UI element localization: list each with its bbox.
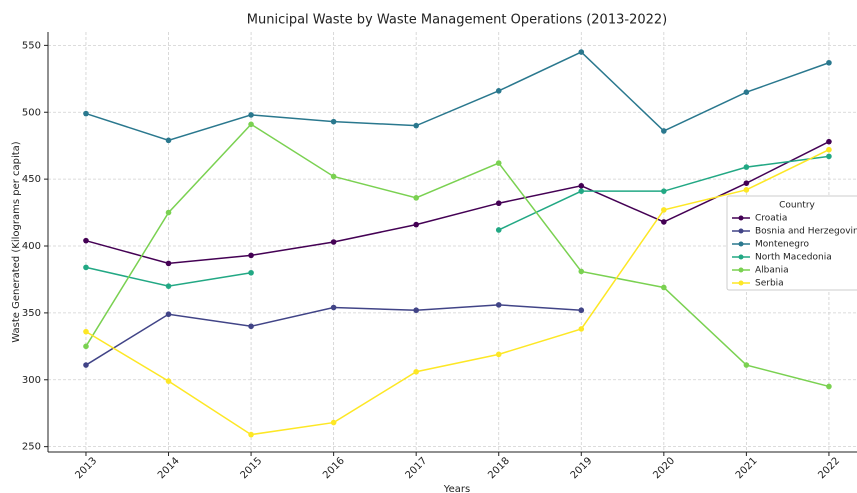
data-point	[165, 378, 172, 384]
legend-box	[726, 195, 857, 291]
series-line	[85, 141, 830, 265]
series-line	[85, 123, 830, 388]
data-point	[83, 362, 89, 368]
data-point	[330, 419, 337, 426]
data-point	[165, 137, 172, 144]
data-point	[413, 122, 419, 129]
data-point	[661, 284, 667, 291]
series-line	[85, 149, 830, 436]
legend-title: Country	[779, 201, 815, 211]
data-point	[826, 153, 832, 160]
data-point	[578, 307, 585, 314]
x-axis-label: Years	[443, 484, 470, 493]
data-point	[743, 362, 750, 368]
data-point	[413, 368, 419, 375]
data-point	[495, 200, 502, 207]
y-tick-label: 500	[22, 107, 41, 118]
data-point	[661, 128, 667, 134]
legend: Country Croatia Bosnia and Herzegovina Mont…	[726, 195, 857, 291]
data-point	[826, 383, 832, 390]
data-point	[248, 112, 254, 118]
data-point	[578, 49, 585, 55]
data-point	[248, 121, 254, 128]
data-point	[578, 268, 585, 275]
legend-label: Albania	[755, 266, 789, 276]
data-point	[826, 146, 832, 153]
data-point	[743, 89, 750, 95]
data-point	[661, 207, 667, 213]
y-tick-label: 450	[22, 174, 41, 185]
data-point	[495, 302, 502, 308]
legend-label: Montenegro	[755, 240, 809, 250]
legend-marker	[738, 267, 744, 273]
data-point	[578, 183, 585, 189]
data-point	[495, 227, 502, 233]
data-point	[83, 343, 89, 350]
data-point	[330, 239, 337, 245]
data-point	[83, 264, 89, 271]
data-point	[165, 209, 172, 216]
data-point	[330, 304, 337, 311]
data-point	[578, 188, 585, 194]
y-tick-label: 400	[22, 241, 41, 252]
series-line	[85, 51, 830, 142]
legend-marker	[738, 228, 744, 234]
data-point	[413, 221, 419, 228]
legend-marker	[738, 254, 744, 260]
y-tick-label: 250	[22, 442, 41, 453]
chart-title: Municipal Waste by Waste Management Oper…	[247, 13, 667, 28]
data-point	[248, 269, 254, 276]
data-point	[743, 180, 750, 186]
legend-label: Serbia	[755, 279, 784, 289]
data-point	[83, 328, 89, 335]
y-axis-label: Waste Generated (Kilograms per capita)	[11, 141, 22, 343]
data-point	[661, 219, 667, 225]
data-point	[578, 326, 585, 332]
data-point	[165, 311, 172, 318]
data-point	[413, 307, 419, 314]
data-point	[413, 195, 419, 201]
legend-label: North Macedonia	[755, 253, 832, 263]
data-point	[743, 164, 750, 170]
legend-marker	[738, 215, 744, 221]
data-point	[495, 160, 502, 166]
y-tick-label: 350	[22, 308, 41, 319]
data-point	[330, 118, 337, 125]
data-point	[495, 88, 502, 94]
data-point	[248, 431, 254, 438]
data-point	[661, 188, 667, 194]
data-point	[83, 110, 89, 117]
legend-label: Bosnia and Herzegovina	[755, 227, 857, 237]
data-point	[743, 187, 750, 193]
data-point	[248, 323, 254, 330]
legend-label: Croatia	[755, 214, 787, 224]
y-tick-label: 300	[22, 375, 41, 386]
data-point	[826, 138, 832, 145]
legend-marker	[738, 241, 744, 247]
data-point	[495, 351, 502, 358]
data-point	[83, 237, 89, 244]
y-tick-label: 550	[22, 40, 41, 51]
data-point	[165, 260, 172, 267]
legend-marker	[738, 280, 744, 286]
data-point	[826, 59, 832, 66]
data-point	[330, 173, 337, 180]
data-point	[248, 252, 254, 259]
data-point	[165, 283, 172, 289]
